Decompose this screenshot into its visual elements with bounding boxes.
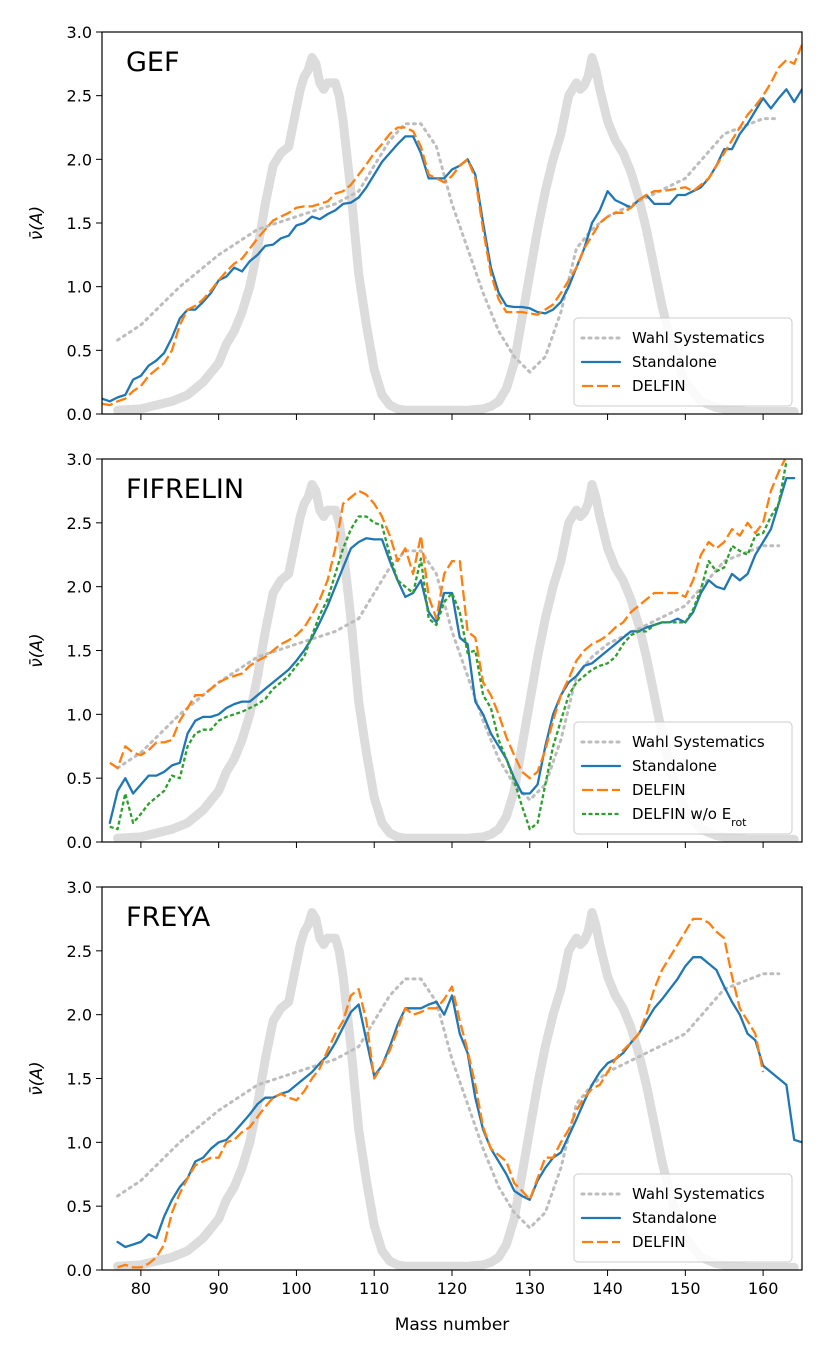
legend-label: Wahl Systematics (632, 1185, 765, 1203)
y-tick-label: 0.5 (67, 341, 92, 360)
plot-area (108, 459, 799, 842)
x-tick-label: 150 (670, 1279, 701, 1298)
x-tick-label: 80 (131, 1279, 151, 1298)
series-line-delfin (102, 44, 802, 407)
legend-label: Wahl Systematics (632, 329, 765, 347)
series-line-delfin-no-rot (109, 461, 788, 831)
chart-panel-2: 0.0 0.5 1.0 1.5 2.0 2.5 3.0 ν̄(A) FIFRELIN Wahl S… (27, 450, 803, 852)
legend-label: DELFIN (632, 1233, 686, 1251)
series-line-standalone (116, 956, 802, 1249)
series-line-yield (113, 480, 799, 842)
legend-label: Wahl Systematics (632, 733, 765, 751)
y-tick-label: 3.0 (67, 23, 92, 42)
series-line-wahl (116, 117, 781, 374)
legend-label: Standalone (632, 1209, 717, 1227)
x-tick-label: 90 (208, 1279, 228, 1298)
legend-box (573, 1173, 793, 1263)
y-tick-label: 2.0 (67, 150, 92, 169)
series-line-wahl (116, 972, 781, 1230)
legend-box (573, 317, 793, 407)
y-tick-label: 1.0 (67, 705, 92, 724)
series-line-delfin (117, 917, 765, 1269)
panel-title: FREYA (126, 902, 211, 933)
x-tick-label: 130 (515, 1279, 546, 1298)
series-line-delfin (109, 459, 787, 780)
series-line-wahl (116, 544, 781, 802)
y-tick-label: 3.0 (67, 450, 92, 469)
plot-area (102, 44, 802, 414)
legend-label: Standalone (632, 353, 717, 371)
y-tick-label: 3.0 (67, 878, 92, 897)
series-line-standalone (108, 476, 796, 825)
x-tick-label: 160 (748, 1279, 779, 1298)
chart-panel-1: 0.0 0.5 1.0 1.5 2.0 2.5 3.0 ν̄(A) GEF Wahl System… (27, 23, 803, 424)
chart-panel-3: 80 90 100 110 120 130 140 150 160 0.0 0.5 1.0 1.5 2.0… (27, 878, 803, 1335)
y-axis-label: ν̄(A) (27, 1061, 47, 1095)
y-tick-label: 1.0 (67, 1133, 92, 1152)
legend-label: DELFIN (632, 377, 686, 395)
legend-box (573, 721, 793, 835)
legend-label: DELFIN w/o Erot (632, 805, 747, 829)
plot-area (113, 908, 802, 1270)
series-line-standalone (102, 88, 802, 403)
series-line-yield (113, 908, 799, 1270)
panel-title: FIFRELIN (126, 474, 244, 505)
y-axis-label: ν̄(A) (27, 206, 47, 240)
y-tick-label: 0.0 (67, 405, 92, 424)
y-tick-label: 1.5 (67, 1070, 92, 1089)
legend: Wahl Systematics Standalone DELFIN DELFIN w… (573, 721, 793, 835)
x-axis-label: Mass number (395, 1315, 510, 1335)
legend-label: DELFIN (632, 781, 686, 799)
x-tick-label: 110 (359, 1279, 390, 1298)
y-tick-label: 0.0 (67, 1261, 92, 1280)
legend: Wahl Systematics Standalone DELFIN (573, 1173, 793, 1263)
x-tick-label: 100 (281, 1279, 312, 1298)
y-tick-label: 0.0 (67, 833, 92, 852)
series-line-yield (113, 53, 799, 414)
legend: Wahl Systematics Standalone DELFIN (573, 317, 793, 407)
legend-subscript: rot (731, 816, 747, 829)
y-tick-label: 2.5 (67, 514, 92, 533)
y-tick-label: 2.0 (67, 1006, 92, 1025)
y-tick-label: 1.5 (67, 214, 92, 233)
y-tick-label: 2.5 (67, 942, 92, 961)
y-tick-label: 2.0 (67, 578, 92, 597)
y-tick-label: 0.5 (67, 1197, 92, 1216)
x-tick-label: 120 (437, 1279, 468, 1298)
legend-label: Standalone (632, 757, 717, 775)
y-tick-label: 2.5 (67, 87, 92, 106)
y-tick-label: 1.5 (67, 642, 92, 661)
y-tick-label: 0.5 (67, 769, 92, 788)
y-tick-label: 1.0 (67, 278, 92, 297)
panel-title: GEF (126, 47, 180, 78)
x-tick-label: 140 (592, 1279, 623, 1298)
y-axis-label: ν̄(A) (27, 633, 47, 667)
